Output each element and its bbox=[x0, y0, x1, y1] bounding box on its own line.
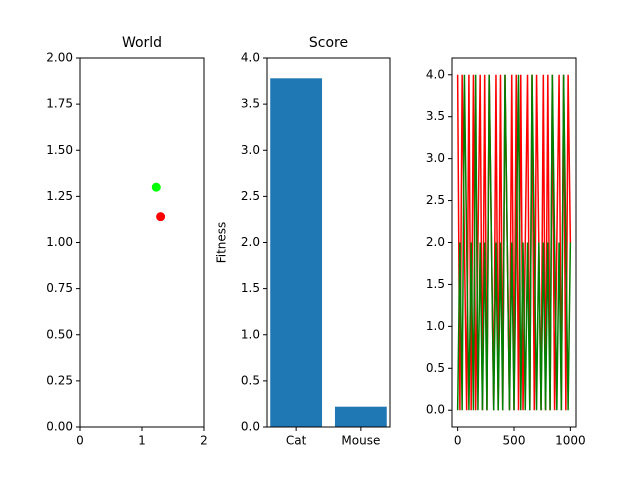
point bbox=[156, 212, 166, 222]
y-tick-label: 2.00 bbox=[46, 51, 73, 65]
x-tick-label: Cat bbox=[286, 434, 307, 448]
y-tick-label: 1.25 bbox=[46, 189, 73, 203]
y-tick-label: 0.5 bbox=[241, 373, 260, 387]
y-tick-label: 0.0 bbox=[241, 420, 260, 434]
axes-frame bbox=[266, 57, 391, 428]
x-tick-label: 500 bbox=[503, 434, 526, 448]
y-tick-label: 1.50 bbox=[46, 143, 73, 157]
x-tick-label: 1000 bbox=[555, 434, 586, 448]
y-tick-label: 4.0 bbox=[426, 67, 445, 81]
y-tick-label: 1.00 bbox=[46, 235, 73, 249]
y-tick-label: 0.5 bbox=[426, 361, 445, 375]
y-tick-label: 1.0 bbox=[241, 327, 260, 341]
y-tick-label: 3.5 bbox=[426, 109, 445, 123]
y-tick-label: 0.25 bbox=[46, 373, 73, 387]
y-tick-label: 0.50 bbox=[46, 327, 73, 341]
y-tick-label: 0.0 bbox=[426, 403, 445, 417]
y-tick-label: 1.5 bbox=[426, 277, 445, 291]
x-tick-label: Mouse bbox=[341, 434, 380, 448]
axes-title: World bbox=[122, 35, 162, 51]
y-tick-label: 3.0 bbox=[241, 143, 260, 157]
y-tick-label: 2.5 bbox=[241, 189, 260, 203]
y-tick-label: 3.5 bbox=[241, 97, 260, 111]
y-tick-label: 1.5 bbox=[241, 281, 260, 295]
line bbox=[456, 74, 572, 411]
y-tick-label: 2.0 bbox=[426, 235, 445, 249]
x-tick-label: 0 bbox=[76, 434, 84, 448]
x-tick-label: 1 bbox=[138, 434, 146, 448]
y-tick-label: 1.0 bbox=[426, 319, 445, 333]
bar bbox=[334, 406, 387, 427]
y-axis-label: Fitness bbox=[215, 222, 229, 264]
y-tick-label: 0.00 bbox=[46, 420, 73, 434]
point bbox=[151, 182, 161, 192]
y-tick-label: 1.75 bbox=[46, 97, 73, 111]
y-tick-label: 2.5 bbox=[426, 193, 445, 207]
axes-frame bbox=[79, 57, 205, 428]
bar bbox=[270, 78, 323, 428]
y-tick-label: 2.0 bbox=[241, 235, 260, 249]
y-tick-label: 3.0 bbox=[426, 151, 445, 165]
x-tick-label: 0 bbox=[454, 434, 462, 448]
axes-title: Score bbox=[309, 35, 348, 51]
x-tick-label: 2 bbox=[200, 434, 208, 448]
axes-frame bbox=[451, 57, 577, 428]
y-tick-label: 4.0 bbox=[241, 51, 260, 65]
y-tick-label: 0.75 bbox=[46, 281, 73, 295]
